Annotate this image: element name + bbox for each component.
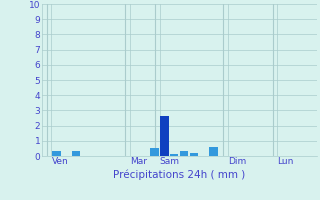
Bar (180, 151, 188, 156)
Bar (190, 153, 198, 156)
Bar (150, 148, 159, 156)
Bar (170, 154, 179, 156)
X-axis label: Précipitations 24h ( mm ): Précipitations 24h ( mm ) (113, 169, 245, 180)
Bar (52, 151, 60, 156)
Bar (209, 147, 218, 156)
Bar (72, 151, 80, 156)
Bar (160, 116, 169, 156)
